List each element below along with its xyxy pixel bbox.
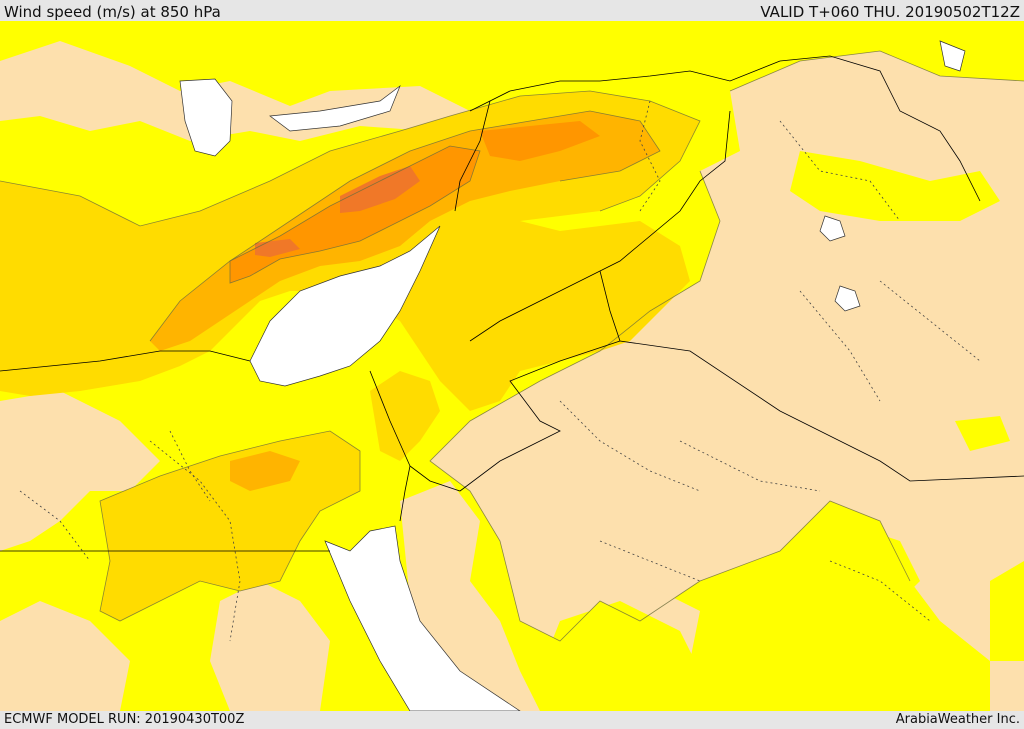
lake-anatolia	[269, 84, 401, 132]
wind-patch-kuwait	[955, 416, 1010, 451]
lake-urmia	[834, 285, 861, 312]
admin-boundaries	[19, 100, 981, 642]
country-borders	[0, 55, 1024, 552]
wind-speed-map: .low { fill: #fde0ad; }	[0, 21, 1024, 711]
wind-band-5-b	[255, 239, 300, 257]
lake-van	[819, 215, 846, 242]
wind-patch-gulf	[990, 561, 1024, 661]
wind-band-2-sinai	[100, 431, 360, 621]
model-run: ECMWF MODEL RUN: 20190430T00Z	[4, 712, 245, 727]
calm-region-egypt-south	[0, 601, 130, 711]
red-sea	[324, 525, 521, 711]
caspian-edge	[939, 40, 966, 72]
eastern-mediterranean	[249, 225, 441, 387]
wind-patch-iraq	[790, 151, 1000, 221]
calm-region-iraq-south	[770, 211, 1024, 351]
contour-lines	[0, 50, 1024, 642]
wind-patch-southeast	[760, 521, 920, 711]
map-title: Wind speed (m/s) at 850 hPa	[4, 3, 221, 21]
water-bodies	[179, 40, 966, 711]
credit: ArabiaWeather Inc.	[895, 712, 1020, 727]
black-sea	[179, 78, 233, 157]
wind-band-3-sinai	[230, 451, 300, 491]
calm-region-nile	[210, 581, 330, 711]
wind-patch-arabia	[540, 601, 700, 711]
wind-band-5	[340, 166, 420, 213]
wind-band-4-east	[480, 121, 600, 161]
wind-band-3	[150, 111, 660, 351]
calm-region-egypt-west	[0, 391, 160, 551]
valid-time: VALID T+060 THU. 20190502T12Z	[760, 3, 1020, 21]
wind-band-2-levant	[370, 371, 440, 461]
wind-band-2-west	[0, 201, 70, 291]
